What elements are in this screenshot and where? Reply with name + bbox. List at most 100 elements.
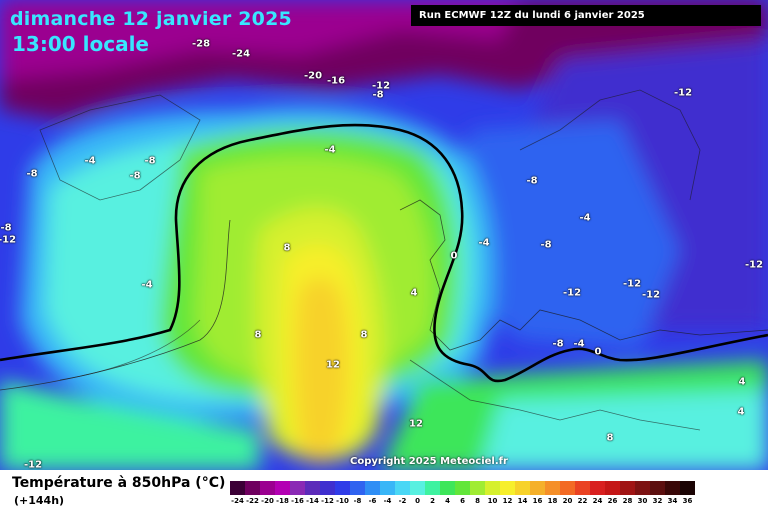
scale-tick-label: -8 [353, 497, 362, 505]
scale-swatch [680, 481, 695, 495]
scale-swatch [230, 481, 245, 495]
scale-tick-label: 18 [547, 497, 558, 505]
scale-tick-label: 16 [532, 497, 543, 505]
contour-label: -8 [526, 175, 538, 187]
scale-swatch [275, 481, 290, 495]
legend-footer: Température à 850hPa (°C) (+144h) -24 -22… [0, 470, 768, 512]
scale-tick-label: -10 [336, 497, 349, 505]
scale-swatch [305, 481, 320, 495]
scale-tick-label: -20 [261, 497, 274, 505]
scale-swatch [290, 481, 305, 495]
scale-swatch [530, 481, 545, 495]
contour-label: -16 [326, 75, 346, 87]
scale-swatch [590, 481, 605, 495]
copyright: Copyright 2025 Meteociel.fr [350, 456, 508, 467]
scale-swatch [560, 481, 575, 495]
scale-swatch [485, 481, 500, 495]
scale-swatch [665, 481, 680, 495]
scale-tick-label: 14 [517, 497, 528, 505]
scale-tick-label: 22 [577, 497, 588, 505]
scale-tick-label: 20 [562, 497, 573, 505]
scale-tick-label: 30 [637, 497, 648, 505]
zero-isotherm [0, 123, 768, 383]
scale-tick-label: 6 [460, 497, 465, 505]
scale-tick-label: -24 [231, 497, 244, 505]
scale-tick-label: -18 [276, 497, 289, 505]
forecast-date: dimanche 12 janvier 2025 [10, 8, 292, 30]
contour-label: 8 [606, 432, 614, 444]
scale-tick-label: 26 [607, 497, 618, 505]
contour-label: -4 [324, 144, 336, 156]
contour-label: -20 [303, 70, 323, 82]
contour-label: -4 [84, 155, 96, 167]
color-scale [230, 481, 695, 495]
contour-label: -8 [372, 89, 384, 101]
scale-swatch [575, 481, 590, 495]
scale-swatch [470, 481, 485, 495]
lead-time-label: (+144h) [14, 494, 65, 507]
parameter-label: Température à 850hPa (°C) [12, 475, 226, 491]
contour-label: 4 [737, 406, 745, 418]
map-canvas [0, 0, 768, 470]
scale-tick-label: -22 [246, 497, 259, 505]
forecast-time: 13:00 locale [12, 32, 149, 56]
scale-swatch [350, 481, 365, 495]
scale-tick-label: 12 [502, 497, 513, 505]
scale-tick-label: 28 [622, 497, 633, 505]
scale-swatch [545, 481, 560, 495]
contour-label: -4 [573, 338, 585, 350]
color-scale-ticks: -24 -22 -20 -18 -16 -14 -12 -10 -8 -6 -4 -2 0 2 4 6 8 10 1… [230, 497, 695, 505]
contour-label: 8 [360, 329, 368, 341]
scale-tick-label: 36 [682, 497, 693, 505]
contour-label: -12 [673, 87, 693, 99]
contour-label: -4 [141, 279, 153, 291]
scale-swatch [260, 481, 275, 495]
scale-tick-label: 34 [667, 497, 678, 505]
run-info: Run ECMWF 12Z du lundi 6 janvier 2025 [411, 5, 761, 26]
contour-label: -28 [191, 38, 211, 50]
scale-swatch [380, 481, 395, 495]
scale-swatch [500, 481, 515, 495]
scale-tick-label: 24 [592, 497, 603, 505]
contour-label: 0 [594, 346, 602, 358]
contour-label: 0 [450, 250, 458, 262]
scale-swatch [245, 481, 260, 495]
scale-swatch [395, 481, 410, 495]
scale-tick-label: 2 [430, 497, 435, 505]
scale-tick-label: 4 [445, 497, 450, 505]
contour-label: -12 [622, 278, 642, 290]
scale-swatch [620, 481, 635, 495]
contour-label: -8 [540, 239, 552, 251]
contour-label: -4 [579, 212, 591, 224]
scale-tick-label: -6 [368, 497, 377, 505]
scale-swatch [515, 481, 530, 495]
contour-label: -8 [552, 338, 564, 350]
contour-label: -24 [231, 48, 251, 60]
scale-swatch [335, 481, 350, 495]
contour-label: 8 [254, 329, 262, 341]
scale-swatch [425, 481, 440, 495]
contour-label: -4 [478, 237, 490, 249]
contour-label: 8 [283, 242, 291, 254]
contour-label: -12 [744, 259, 764, 271]
contour-label: 4 [410, 287, 418, 299]
contour-label: 4 [738, 376, 746, 388]
contour-label: 12 [409, 418, 423, 430]
contour-label: -12 [23, 459, 43, 471]
scale-swatch [605, 481, 620, 495]
scale-tick-label: -16 [291, 497, 304, 505]
contour-label: -8 [144, 155, 156, 167]
scale-tick-label: -4 [383, 497, 392, 505]
contour-label: -8 [26, 168, 38, 180]
contour-label: -8 [129, 170, 141, 182]
scale-swatch [650, 481, 665, 495]
scale-tick-label: 10 [487, 497, 498, 505]
scale-tick-label: -14 [306, 497, 319, 505]
contour-label: -12 [641, 289, 661, 301]
contour-label: 12 [326, 359, 340, 371]
scale-tick-label: 0 [415, 497, 420, 505]
contour-label: -12 [0, 234, 17, 246]
scale-tick-label: 32 [652, 497, 663, 505]
scale-tick-label: -12 [321, 497, 334, 505]
temperature-map: -28-24-20-16-12-8-12-4-8-8-8-4-8-4-8-12-… [0, 0, 768, 470]
